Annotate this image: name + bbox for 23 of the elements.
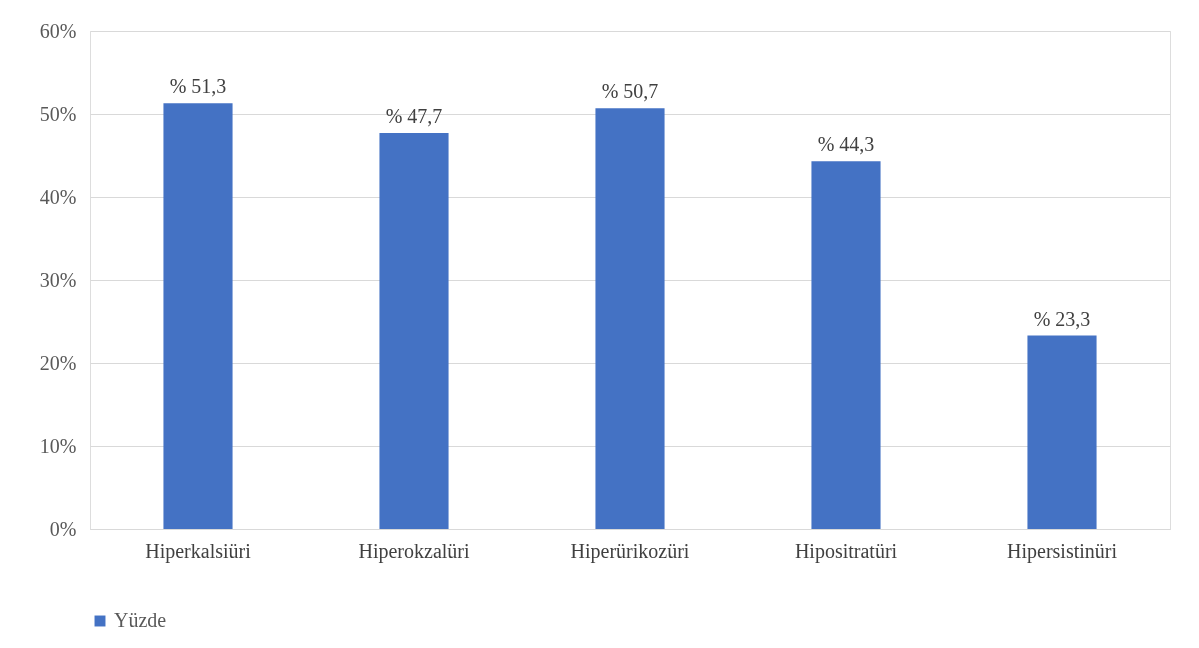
x-tick-label: Hiperürikozüri bbox=[570, 539, 690, 563]
data-label: % 51,3 bbox=[169, 75, 227, 98]
data-label: % 47,7 bbox=[385, 105, 443, 128]
y-tick-label: 50% bbox=[39, 102, 77, 125]
bar bbox=[595, 108, 665, 529]
legend-label: Yüzde bbox=[114, 609, 167, 631]
x-tick-label: Hipositratüri bbox=[794, 539, 898, 563]
y-tick-label: 60% bbox=[39, 19, 77, 42]
bar bbox=[1027, 335, 1097, 529]
bar bbox=[163, 103, 233, 529]
data-label: % 44,3 bbox=[817, 133, 875, 156]
data-label: % 23,3 bbox=[1033, 307, 1091, 330]
y-tick-label: 0% bbox=[49, 517, 77, 540]
y-tick-label: 30% bbox=[39, 268, 77, 291]
x-tick-label: Hiperokzalüri bbox=[358, 539, 470, 563]
bar bbox=[379, 133, 449, 529]
y-tick-label: 10% bbox=[39, 434, 77, 457]
y-tick-label: 20% bbox=[39, 351, 77, 374]
bar bbox=[811, 161, 881, 529]
y-tick-label: 40% bbox=[39, 185, 77, 208]
x-tick-label: Hiperkalsiüri bbox=[145, 539, 252, 563]
data-label: % 50,7 bbox=[601, 80, 659, 103]
x-tick-label: Hipersistinüri bbox=[1007, 539, 1118, 563]
